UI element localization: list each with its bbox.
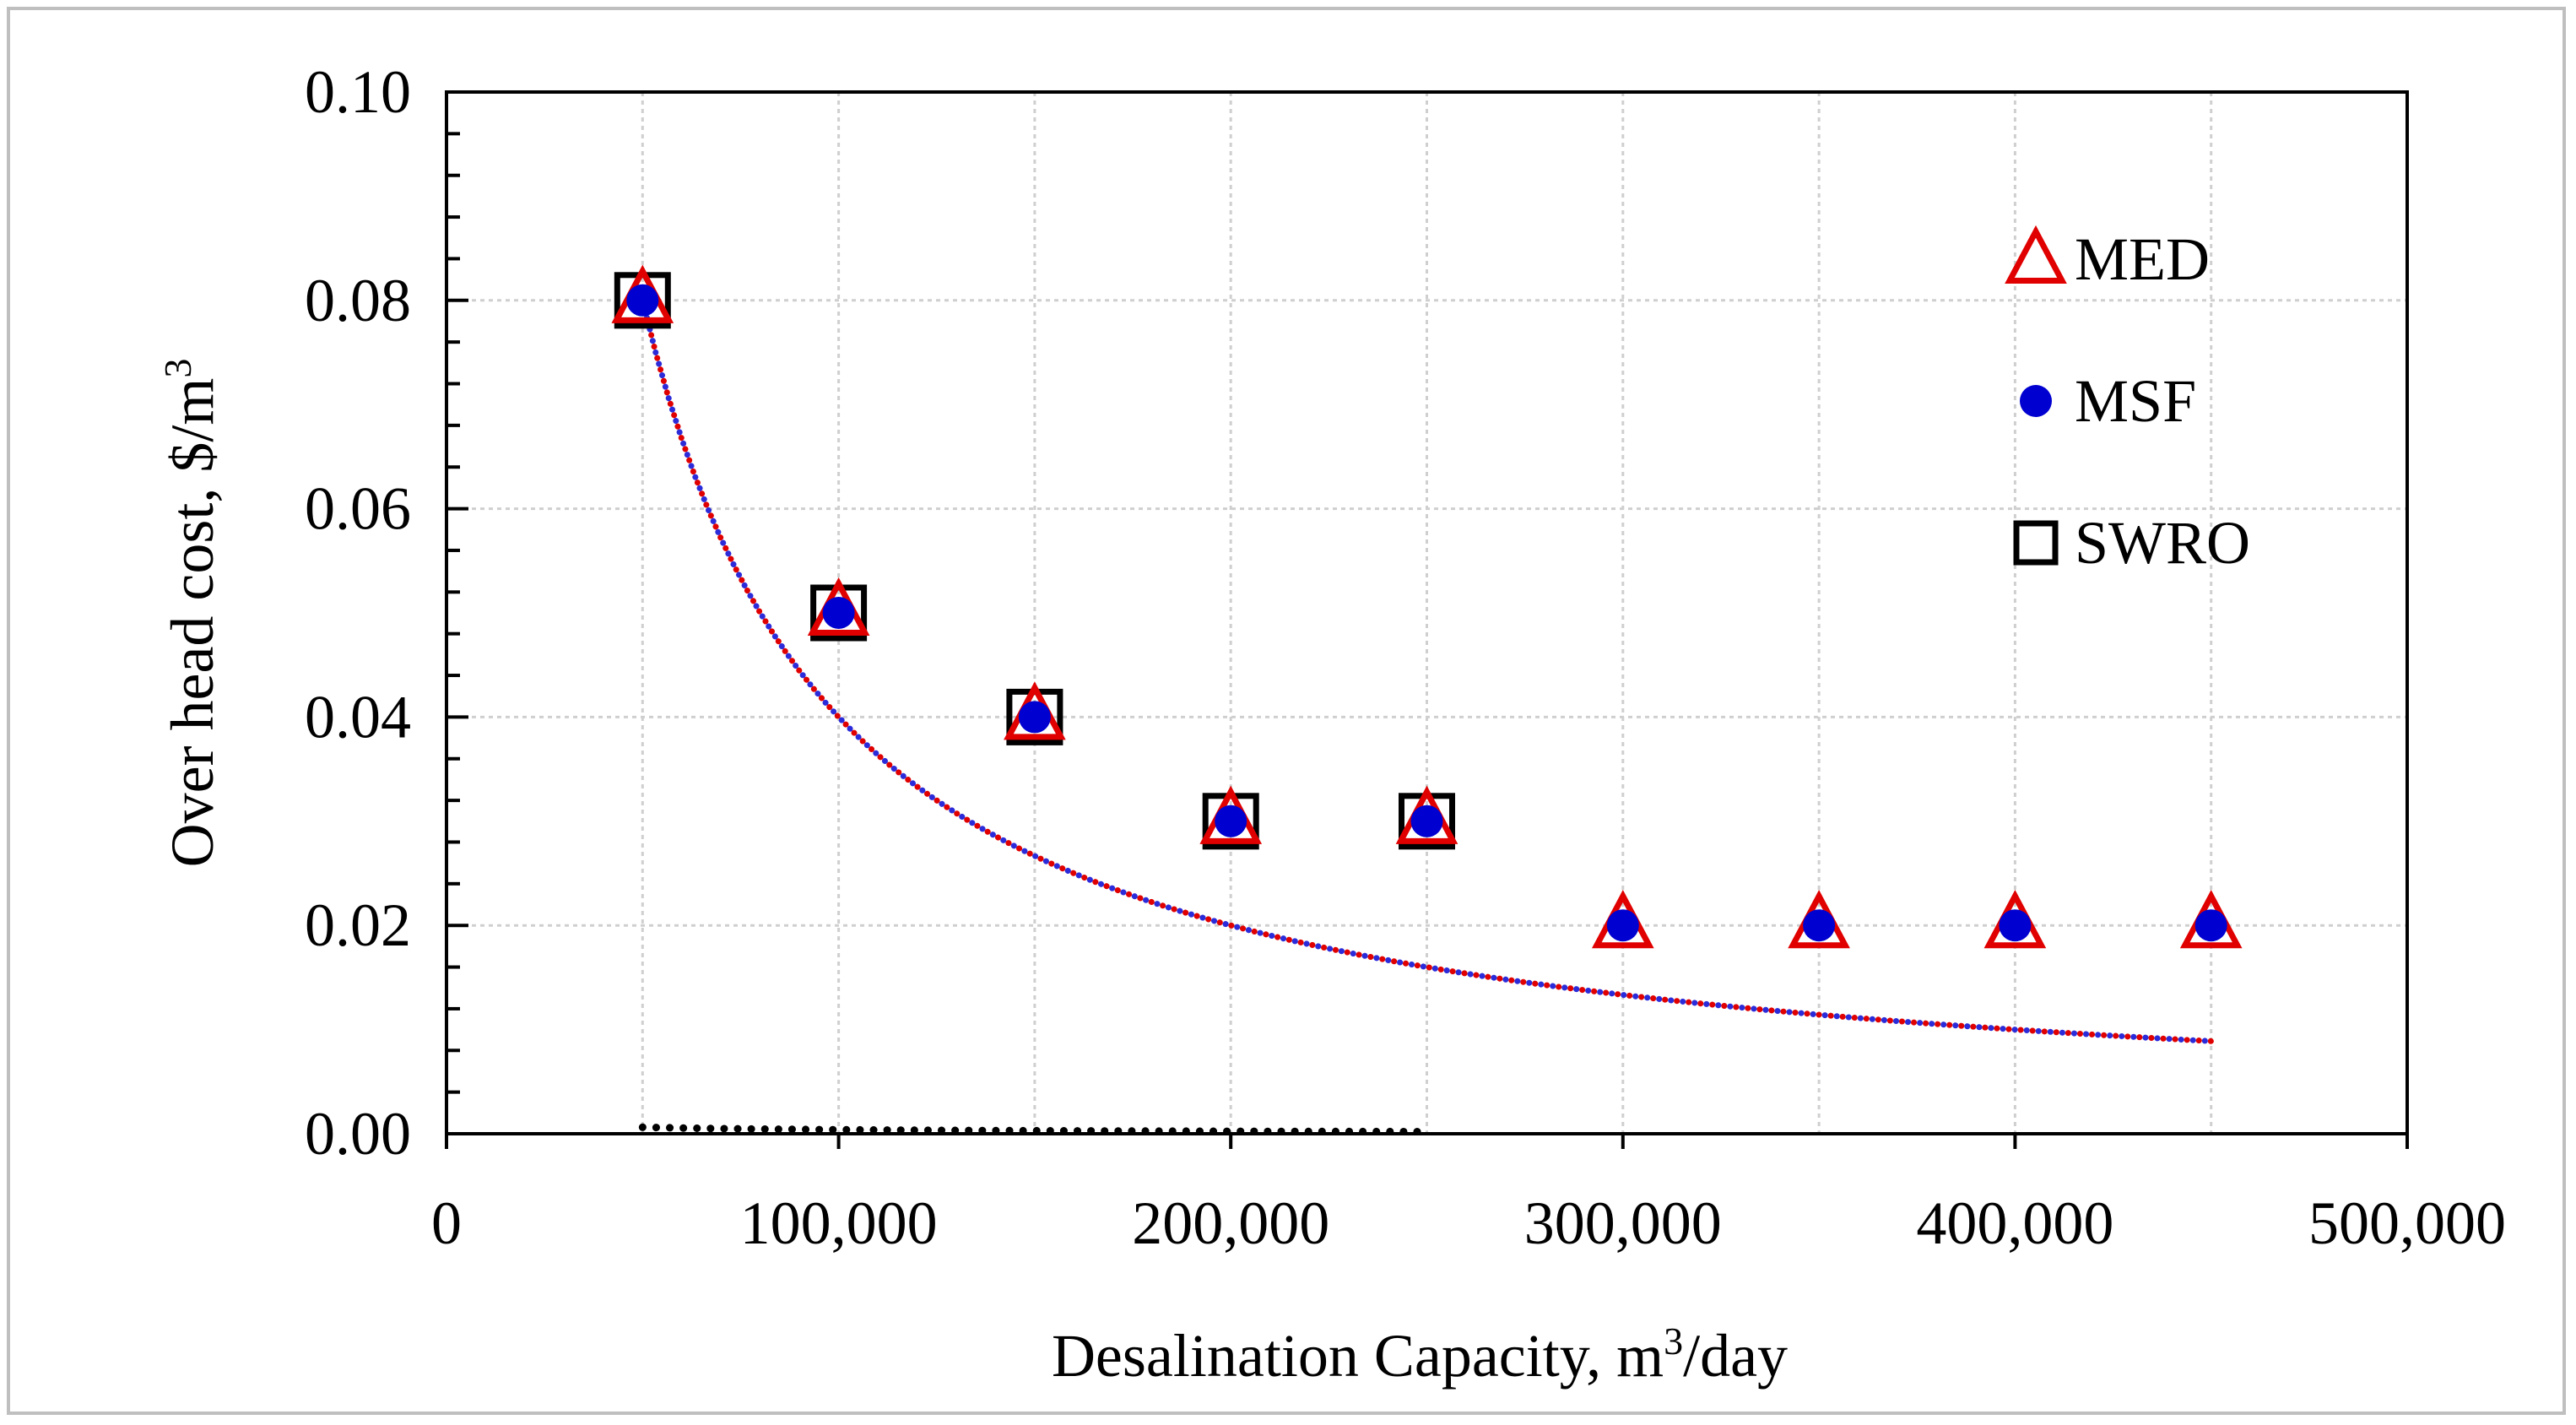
trendline-swro [638, 1123, 1431, 1135]
marker-msf [1606, 909, 1639, 942]
trendline-med [639, 297, 2215, 1044]
x-tick-label: 0 [431, 1189, 462, 1257]
y-axis-tick-labels: 0.00 0.02 0.04 0.06 0.08 0.10 [305, 58, 411, 1168]
axis-ticks [445, 90, 2409, 1149]
x-tick-label: 100,000 [740, 1189, 938, 1257]
marker-msf [2194, 909, 2227, 942]
legend-symbol-med [2005, 225, 2067, 284]
grid [446, 92, 2407, 1134]
chart: 0.00 0.02 0.04 0.06 0.08 0.10 0 100,000 200,000… [156, 58, 2506, 1390]
legend-item-swro: SWRO [2013, 509, 2250, 577]
legend-item-msf: MSF [2020, 367, 2196, 435]
y-tick-label: 0.04 [305, 683, 411, 750]
legend-marker-med [2005, 225, 2067, 284]
data-markers [611, 264, 2243, 949]
trendline-msf [639, 297, 2215, 1044]
legend-symbol-msf [2020, 385, 2052, 417]
x-tick-label: 300,000 [1524, 1189, 1722, 1257]
marker-msf [1803, 909, 1836, 942]
y-tick-label: 0.00 [305, 1100, 411, 1168]
legend-item-med: MED [2005, 225, 2210, 293]
legend-label-msf: MSF [2075, 367, 2196, 435]
marker-msf [1410, 805, 1443, 837]
marker-msf [822, 597, 855, 629]
y-tick-label: 0.06 [305, 475, 411, 543]
marker-msf [1018, 701, 1051, 734]
trendlines [638, 297, 2215, 1135]
legend-label-swro: SWRO [2075, 509, 2250, 577]
legend-label-med: MED [2075, 225, 2210, 293]
y-tick-label: 0.02 [305, 891, 411, 959]
chart-frame: 0.00 0.02 0.04 0.06 0.08 0.10 0 100,000 200,000… [7, 7, 2566, 1415]
marker-msf [1215, 805, 1247, 837]
y-tick-label: 0.10 [305, 58, 411, 126]
legend-marker-swro [2013, 520, 2059, 566]
x-tick-label: 500,000 [2308, 1189, 2506, 1257]
legend-symbol-swro [2013, 520, 2059, 566]
y-axis-title: Over head cost, $/m3 [156, 359, 226, 868]
legend-marker-msf [2020, 385, 2052, 417]
plot-area-border [445, 90, 2409, 1135]
x-tick-label: 200,000 [1132, 1189, 1329, 1257]
y-tick-label: 0.08 [305, 267, 411, 334]
marker-msf [626, 284, 659, 317]
marker-msf [1999, 909, 2032, 942]
x-tick-label: 400,000 [1916, 1189, 2113, 1257]
x-axis-tick-labels: 0 100,000 200,000 300,000 400,000 500,000 [431, 1189, 2506, 1257]
legend: MED MSF SWRO [2005, 225, 2250, 577]
x-axis-title: Desalination Capacity, m3/day [1052, 1319, 1788, 1390]
